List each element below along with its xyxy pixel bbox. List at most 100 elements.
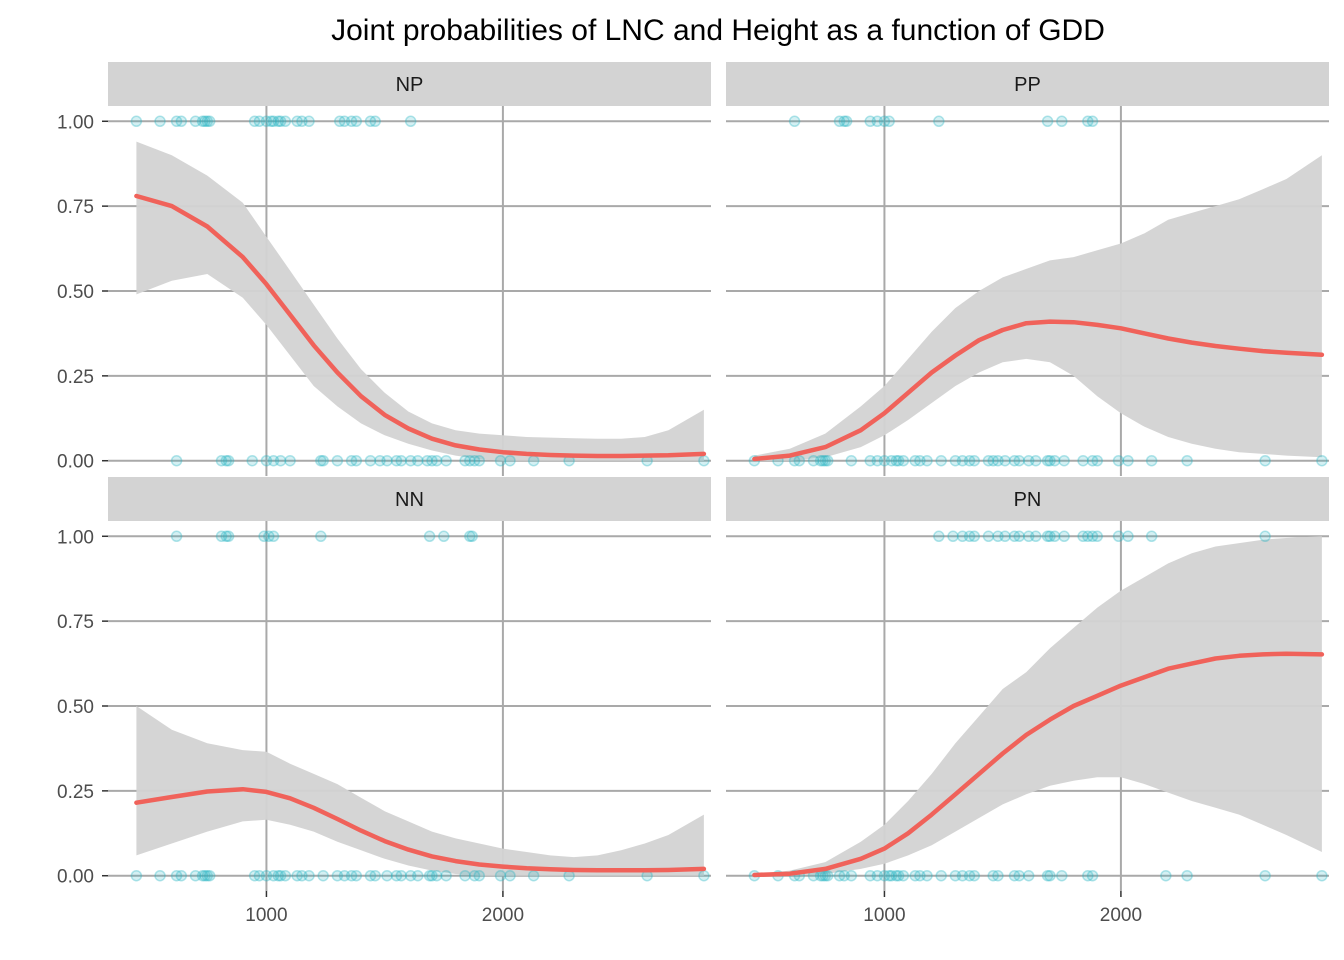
- panel-np: NP 0.00 0.25 0.50 0.75 1.00: [57, 62, 711, 476]
- data-point: [793, 454, 806, 467]
- data-point: [175, 115, 188, 128]
- data-point: [265, 115, 277, 128]
- facet-strip: [108, 477, 711, 521]
- data-point: [381, 869, 393, 882]
- data-point: [274, 869, 287, 882]
- data-point: [921, 869, 933, 882]
- data-point: [315, 530, 327, 543]
- data-point: [274, 115, 287, 128]
- data-point: [369, 869, 381, 882]
- data-point: [279, 869, 292, 882]
- data-point: [1008, 530, 1021, 543]
- data-point: [350, 115, 363, 128]
- data-point: [421, 454, 433, 467]
- facet-strip: [108, 62, 711, 106]
- data-point: [878, 454, 891, 467]
- y-tick-label: 0.25: [57, 782, 94, 803]
- data-point: [897, 454, 910, 467]
- data-point: [154, 869, 166, 882]
- data-point: [963, 454, 976, 467]
- data-point: [1041, 530, 1054, 543]
- data-point: [203, 869, 216, 882]
- data-point: [838, 869, 850, 882]
- data-point: [170, 115, 183, 128]
- fitted-line: [752, 651, 1325, 878]
- data-point: [1008, 869, 1021, 882]
- data-point: [423, 530, 436, 543]
- data-point: [260, 869, 273, 882]
- data-point: [885, 869, 898, 882]
- data-point: [170, 530, 183, 543]
- data-point: [258, 530, 270, 543]
- data-point: [914, 454, 926, 467]
- data-point: [267, 869, 280, 882]
- data-point: [982, 454, 995, 467]
- data-point: [260, 115, 273, 128]
- data-point: [563, 869, 575, 882]
- data-point: [807, 454, 820, 467]
- data-point: [1022, 869, 1035, 882]
- data-point: [412, 454, 424, 467]
- data-point: [459, 454, 471, 467]
- data-point: [504, 869, 516, 882]
- data-point: [1048, 454, 1061, 467]
- data-point: [430, 869, 443, 882]
- data-point: [527, 869, 540, 882]
- data-point: [201, 115, 214, 128]
- data-point: [345, 115, 358, 128]
- data-point: [267, 530, 280, 543]
- data-point: [1044, 869, 1056, 882]
- data-point: [935, 454, 947, 467]
- data-point: [1022, 530, 1035, 543]
- data-point: [698, 454, 710, 467]
- data-point: [440, 454, 452, 467]
- data-point: [987, 869, 999, 882]
- data-point: [423, 869, 436, 882]
- data-point: [279, 115, 292, 128]
- data-point: [1030, 530, 1042, 543]
- confidence-ribbon: [754, 155, 1322, 461]
- data-point: [956, 530, 969, 543]
- data-point: [1086, 454, 1099, 467]
- data-point: [253, 869, 266, 882]
- data-point: [914, 869, 926, 882]
- data-point: [1181, 454, 1193, 467]
- data-point: [189, 115, 202, 128]
- data-point: [1056, 115, 1068, 128]
- data-point: [263, 530, 275, 543]
- data-point: [494, 869, 507, 882]
- data-point: [1259, 454, 1271, 467]
- data-point: [1013, 454, 1025, 467]
- data-point: [350, 869, 363, 882]
- data-point: [1077, 530, 1089, 543]
- data-point: [215, 454, 228, 467]
- data-point: [338, 115, 351, 128]
- data-point: [878, 869, 891, 882]
- data-point: [1086, 530, 1099, 543]
- data-point: [315, 454, 327, 467]
- data-point: [878, 115, 891, 128]
- x-tick-label: 1000: [863, 905, 905, 926]
- data-point: [175, 869, 188, 882]
- data-point: [381, 454, 393, 467]
- data-point: [1041, 869, 1054, 882]
- data-point: [196, 869, 209, 882]
- data-point: [364, 869, 377, 882]
- data-point: [909, 454, 921, 467]
- data-point: [426, 454, 438, 467]
- data-point: [956, 869, 969, 882]
- panel-pp: PP: [726, 62, 1329, 476]
- data-point: [933, 115, 945, 128]
- data-point: [1316, 454, 1328, 467]
- data-point: [992, 454, 1004, 467]
- data-point: [909, 869, 921, 882]
- data-point: [999, 454, 1011, 467]
- data-point: [921, 454, 933, 467]
- data-point: [272, 115, 285, 128]
- data-point: [1056, 869, 1068, 882]
- data-point: [871, 115, 884, 128]
- data-point: [935, 869, 947, 882]
- data-point: [1082, 530, 1094, 543]
- data-point: [987, 454, 999, 467]
- data-point: [949, 869, 962, 882]
